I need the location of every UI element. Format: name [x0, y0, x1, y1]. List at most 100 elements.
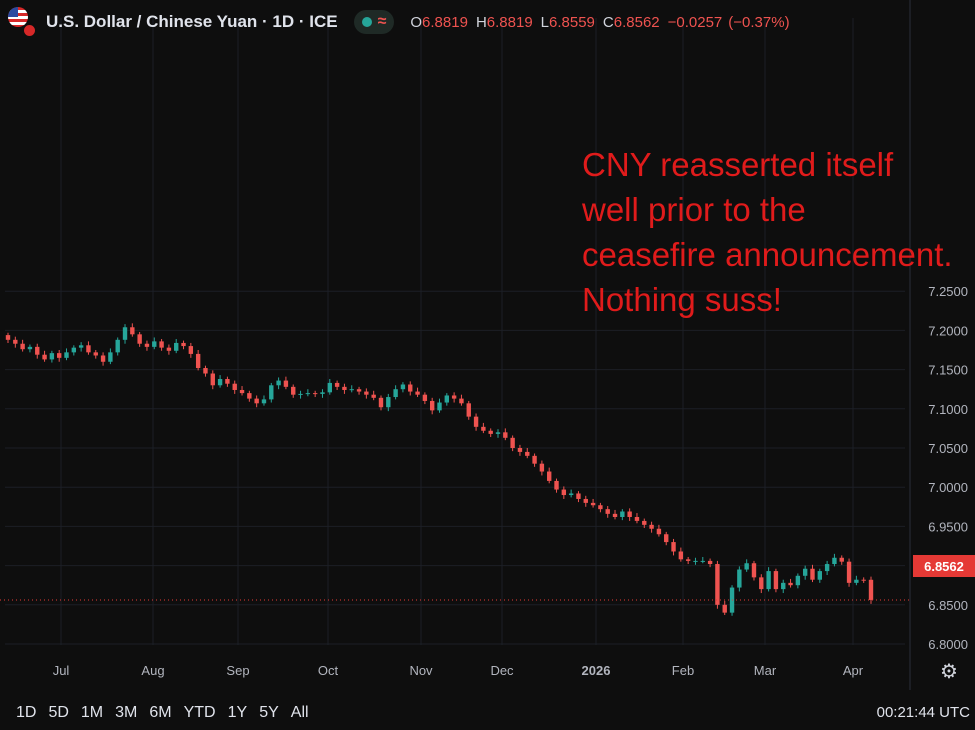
- candle-body: [802, 568, 808, 576]
- status-pill[interactable]: ≈: [353, 10, 395, 34]
- candle-body: [320, 392, 325, 394]
- candle-body: [159, 341, 164, 348]
- candle-body: [130, 327, 135, 335]
- candle-body: [598, 505, 603, 510]
- candle-body: [839, 557, 844, 562]
- candle-body: [824, 564, 830, 572]
- candle-body: [429, 400, 435, 411]
- last-price-tag: 6.8562: [913, 555, 975, 577]
- candle-body: [305, 393, 311, 395]
- candle-body: [759, 577, 764, 590]
- candle-body: [312, 393, 318, 395]
- candle-body: [539, 463, 545, 472]
- high-value: 6.8819: [486, 13, 533, 31]
- wave-icon: ≈: [377, 13, 387, 30]
- candle-body: [225, 379, 230, 384]
- candle-body: [356, 389, 362, 392]
- range-button-1y[interactable]: 1Y: [222, 704, 254, 722]
- y-tick-label: 7.2500: [928, 284, 968, 299]
- x-tick-label: 2026: [582, 663, 611, 678]
- annotation-line: well prior to the: [582, 191, 806, 228]
- candle-body: [254, 398, 259, 404]
- candle-body: [415, 391, 420, 395]
- candle-body: [408, 384, 413, 392]
- candle-body: [217, 379, 223, 386]
- candle-body: [817, 571, 822, 580]
- range-button-6m[interactable]: 6M: [143, 704, 177, 722]
- candle-body: [108, 352, 113, 362]
- range-button-1d[interactable]: 1D: [10, 704, 42, 722]
- x-tick-label: Apr: [843, 663, 864, 678]
- range-button-1m[interactable]: 1M: [75, 704, 109, 722]
- x-tick-label: Dec: [490, 663, 514, 678]
- candle-body: [166, 347, 172, 351]
- candle-body: [349, 389, 354, 391]
- utc-clock[interactable]: 00:21:44 UTC: [876, 704, 970, 721]
- candle-body: [371, 394, 376, 398]
- footer-bar: 1D 5D 1M 3M 6M YTD 1Y 5Y All 00:21:44 UT…: [0, 695, 975, 730]
- candle-body: [656, 528, 662, 535]
- chart-header: U.S. Dollar / Chinese Yuan · 1D · ICE ≈ …: [8, 6, 796, 38]
- candle-body: [642, 520, 647, 525]
- symbol-title[interactable]: U.S. Dollar / Chinese Yuan · 1D · ICE: [46, 12, 338, 31]
- candle-body: [49, 353, 55, 360]
- candle-body: [57, 353, 62, 358]
- candle-body: [181, 342, 186, 347]
- close-label: C: [602, 13, 614, 31]
- candle-body: [473, 416, 479, 427]
- range-button-3m[interactable]: 3M: [109, 704, 143, 722]
- low-label: L: [540, 13, 550, 31]
- candle-body: [678, 551, 684, 560]
- candle-body: [247, 393, 252, 399]
- candle-body: [291, 386, 296, 395]
- candle-body: [810, 568, 815, 580]
- candle-body: [78, 345, 84, 348]
- candle-body: [459, 398, 464, 404]
- dot-icon: [361, 17, 372, 27]
- candle-body: [620, 511, 625, 517]
- candle-body: [451, 395, 457, 399]
- candle-body: [5, 335, 11, 340]
- us-flag-icon: [8, 7, 28, 27]
- candle-body: [671, 542, 676, 552]
- candle-body: [715, 564, 720, 605]
- candle-body: [554, 480, 559, 490]
- candle-body: [547, 471, 552, 481]
- range-button-5d[interactable]: 5D: [42, 704, 74, 722]
- candle-body: [707, 560, 713, 565]
- y-tick-label: 7.0500: [928, 441, 968, 456]
- y-tick-label: 7.0000: [928, 480, 968, 495]
- annotation-line: Nothing suss!: [582, 281, 782, 318]
- candle-body: [378, 397, 384, 408]
- candle-body: [327, 382, 332, 393]
- annotation-line: CNY reasserted itself: [582, 146, 894, 183]
- candle-body: [737, 569, 742, 588]
- range-button-all[interactable]: All: [285, 704, 315, 722]
- candle-body: [832, 557, 837, 565]
- candle-body: [481, 426, 486, 431]
- range-button-ytd[interactable]: YTD: [178, 704, 222, 722]
- x-tick-label: Jul: [53, 663, 70, 678]
- candle-body: [781, 582, 786, 590]
- candle-body: [722, 604, 727, 613]
- gear-icon[interactable]: ⚙: [940, 660, 958, 683]
- ohlc-readout: O 6.8819 H 6.8819 L 6.8559 C 6.8562 −0.0…: [410, 14, 795, 31]
- candle-body: [649, 524, 654, 529]
- candle-body: [466, 403, 471, 417]
- candle-body: [100, 355, 106, 362]
- candle-body: [590, 502, 596, 506]
- candle-body: [393, 389, 398, 398]
- candle-body: [612, 513, 618, 517]
- range-button-5y[interactable]: 5Y: [253, 704, 285, 722]
- candle-body: [532, 455, 537, 464]
- candle-body: [788, 582, 793, 586]
- y-tick-label: 7.2000: [928, 323, 968, 338]
- x-tick-label: Oct: [318, 663, 339, 678]
- candle-body: [137, 334, 142, 344]
- x-tick-label: Mar: [754, 663, 777, 678]
- candle-body: [27, 346, 33, 350]
- candle-body: [115, 339, 120, 353]
- candle-body: [188, 346, 194, 354]
- candle-body: [276, 380, 281, 386]
